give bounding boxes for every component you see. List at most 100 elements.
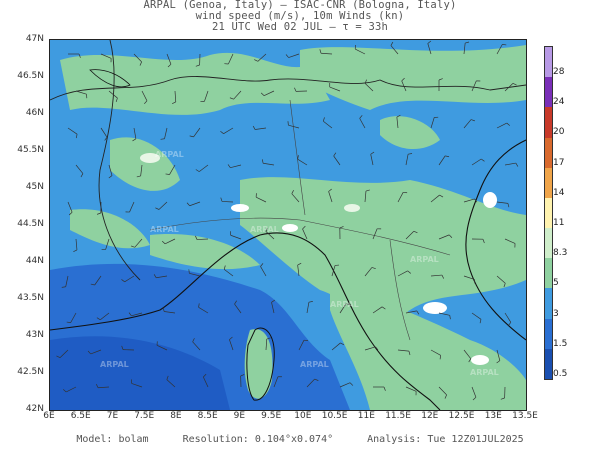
colorbar-segment	[545, 77, 552, 108]
lon-tick-label: 12.5E	[448, 411, 475, 421]
wind-barb	[192, 341, 201, 351]
colorbar-label: 24	[553, 97, 565, 108]
wind-barb-flag	[66, 321, 71, 323]
colorbar-label: 3	[553, 308, 559, 319]
wind-barb	[66, 386, 77, 393]
wind-barb	[496, 201, 508, 204]
lat-tick-label: 45N	[25, 182, 44, 192]
wind-barb-flag	[359, 115, 363, 119]
title-line-1: ARPAL (Genoa, Italy) – ISAC-CNR (Bologna…	[143, 0, 457, 11]
wind-barb-flag	[500, 397, 505, 400]
wind-barb-flag	[167, 64, 172, 68]
colorbar-label: 28	[553, 67, 565, 78]
wind-barb	[463, 198, 475, 203]
wind-barb	[255, 196, 267, 203]
wind-barb	[291, 193, 300, 203]
colorbar-segment	[545, 228, 552, 259]
wind-barb	[463, 119, 472, 129]
coastline-corsica	[246, 327, 275, 401]
wind-barb	[438, 386, 447, 396]
white-patch	[231, 204, 249, 212]
wind-barb	[158, 201, 168, 210]
wind-barb-flag	[427, 40, 432, 44]
wind-barb-flag	[302, 225, 306, 230]
lat-tick-label: 42N	[25, 404, 44, 414]
wind-barb-flag	[96, 317, 101, 321]
wind-barb-flag	[496, 360, 501, 364]
wind-barb	[100, 53, 112, 59]
title-line-3: 21 UTC Wed 02 JUL – τ = 33h	[211, 21, 389, 33]
wind-barb-flag	[448, 234, 453, 239]
wind-barb-flag	[240, 374, 245, 377]
lake-geneva	[89, 69, 131, 88]
wind-barb	[359, 118, 366, 129]
wind-barb-flag	[139, 61, 142, 66]
wind-barb	[65, 275, 69, 287]
wind-barb-flag	[383, 386, 386, 391]
lon-tick-label: 8E	[170, 411, 182, 421]
white-patch	[140, 153, 160, 163]
wind-barb-flag	[474, 198, 478, 203]
wind-barb-flag	[155, 207, 160, 210]
green-patch-west	[110, 137, 180, 191]
wind-barb-flag	[371, 267, 376, 270]
wind-map-canvas	[50, 40, 526, 410]
colorbar-segment	[545, 137, 552, 169]
wind-barb-flag	[271, 299, 276, 303]
lat-tick-label: 45.5N	[17, 145, 44, 155]
colorbar-segment	[545, 197, 552, 229]
wind-barb	[355, 48, 366, 55]
wind-barb	[364, 346, 376, 351]
colorbar-segment	[545, 47, 552, 78]
lon-tick-label: 12E	[421, 411, 439, 421]
wind-barb-flag	[381, 306, 386, 310]
wind-barb-flag	[80, 173, 84, 178]
lon-tick-label: 7.5E	[134, 411, 155, 421]
colorbar-label: 0.5	[553, 368, 568, 379]
wind-barb	[496, 349, 501, 361]
lon-tick-label: 10E	[294, 411, 312, 421]
wind-barb	[288, 53, 300, 58]
lon-tick-label: 9E	[233, 411, 246, 421]
wind-barb-flag	[108, 175, 113, 179]
wind-barb-flag	[195, 169, 200, 172]
lat-tick-label: 43N	[25, 330, 44, 340]
wind-barb-flag	[166, 375, 169, 380]
white-patch	[344, 204, 360, 212]
wind-barb-flag	[62, 389, 67, 393]
colorbar-segment	[545, 348, 552, 380]
wind-barb	[496, 44, 503, 55]
wind-barb-flag	[506, 122, 511, 126]
wind-barb-flag	[186, 202, 190, 206]
wind-barb	[131, 383, 143, 388]
wind-barb	[397, 270, 408, 277]
wind-barb	[504, 238, 516, 244]
wind-barb-flag	[294, 87, 297, 92]
wind-barb	[166, 53, 172, 65]
wind-barb-flag	[515, 162, 519, 167]
lat-tick-label: 42.5N	[17, 367, 44, 377]
wind-barb-flag	[314, 378, 319, 381]
wind-barb-flag	[408, 153, 413, 155]
sea-darker-blue	[50, 336, 230, 410]
wind-barb	[100, 127, 108, 138]
colorbar	[544, 46, 553, 380]
watermark: ARPAL	[300, 360, 329, 369]
wind-barb-flag	[308, 301, 313, 303]
colorbar-label: 20	[553, 127, 565, 138]
wind-barb	[124, 275, 135, 283]
wind-barb	[263, 162, 275, 166]
wind-barb-flag	[439, 194, 444, 198]
wind-barb	[430, 117, 435, 129]
wind-barb-flag	[260, 263, 264, 267]
wind-barb	[463, 275, 475, 280]
green-patch-alps	[380, 116, 440, 150]
wind-barb-flag	[322, 117, 325, 122]
wind-barb	[98, 386, 110, 389]
wind-barb	[75, 90, 87, 95]
wind-barb-flag	[340, 342, 345, 346]
wind-barb-flag	[198, 303, 200, 308]
green-patch-liguria	[150, 234, 260, 270]
border-france-italy	[98, 40, 141, 281]
wind-barb	[70, 312, 77, 323]
